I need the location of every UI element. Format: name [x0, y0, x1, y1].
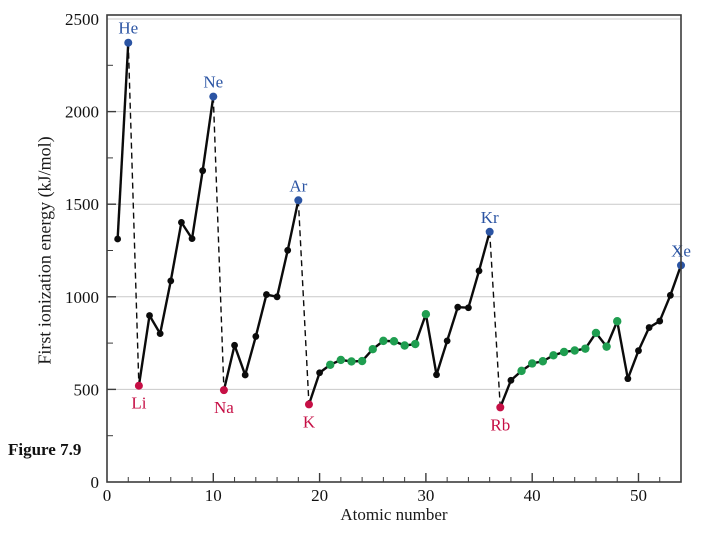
data-point-Mn: [368, 345, 377, 354]
data-point-Sc: [326, 360, 335, 369]
data-point-Nb: [538, 357, 548, 366]
data-point-Ca: [316, 369, 323, 377]
data-point-Be: [146, 312, 153, 319]
axis-ticks: [107, 64, 682, 482]
x-axis-title: Atomic number: [340, 505, 448, 524]
data-point-Mg: [231, 341, 238, 349]
label-K: K: [303, 412, 316, 431]
svg-text:0: 0: [91, 473, 100, 492]
plot-border: [106, 14, 682, 483]
data-point-Ar: [294, 196, 303, 205]
data-point-Tc: [559, 347, 569, 357]
data-point-Ga: [433, 371, 440, 379]
svg-text:1000: 1000: [65, 288, 99, 307]
y-axis-title: First ionization energy (kJ/mol): [34, 136, 55, 365]
svg-text:1500: 1500: [65, 195, 99, 214]
svg-text:40: 40: [524, 486, 541, 505]
data-point-Mo: [549, 351, 558, 360]
data-point-Rb: [496, 403, 505, 412]
data-point-C: [167, 277, 175, 285]
data-point-Ge: [443, 337, 451, 345]
data-point-K: [304, 400, 313, 409]
data-point-N: [178, 218, 185, 226]
svg-text:20: 20: [311, 486, 328, 505]
data-point-Y: [517, 366, 526, 376]
label-He: He: [118, 19, 138, 38]
data-point-Kr: [485, 227, 494, 236]
data-point-Sr: [507, 376, 515, 384]
data-point-Sn: [635, 347, 642, 355]
tick-labels: 0 500 1000 1500 2000 2500 0 10 20 30 40 50: [65, 10, 647, 505]
data-point-F: [199, 167, 207, 175]
svg-text:50: 50: [630, 486, 647, 505]
data-point-He: [124, 38, 133, 47]
svg-text:0: 0: [103, 486, 112, 505]
data-point-Sb: [645, 324, 653, 331]
data-point-Si: [252, 333, 260, 340]
data-point-Pd: [591, 328, 601, 338]
svg-text:2000: 2000: [65, 103, 99, 122]
data-point-As: [454, 303, 462, 311]
figure-caption: Figure 7.9: [8, 440, 82, 459]
data-point-Zn: [421, 310, 431, 319]
data-point-S: [273, 293, 281, 301]
data-point-Rh: [581, 344, 590, 353]
data-point-Cr: [357, 356, 367, 366]
data-point-H: [114, 235, 122, 243]
svg-text:10: 10: [205, 486, 222, 505]
label-Ar: Ar: [289, 176, 307, 195]
data-point-Al: [241, 371, 249, 379]
data-point-Na: [219, 386, 228, 395]
data-point-Cl: [284, 246, 292, 254]
data-point-Li: [134, 381, 143, 390]
label-Kr: Kr: [481, 208, 499, 227]
svg-text:30: 30: [417, 486, 434, 505]
data-point-B: [156, 330, 164, 338]
data-point-Ti: [336, 355, 346, 365]
data-points: [114, 38, 685, 412]
data-point-Co: [389, 337, 399, 346]
data-point-P: [263, 291, 270, 298]
data-point-Se: [465, 304, 472, 312]
data-point-Ne: [209, 92, 218, 101]
svg-text:500: 500: [74, 380, 100, 399]
data-point-Ru: [570, 346, 579, 355]
label-Ne: Ne: [203, 73, 223, 92]
data-point-In: [624, 375, 632, 383]
data-point-Te: [656, 317, 664, 325]
data-point-O: [188, 235, 196, 243]
data-point-Zr: [527, 359, 537, 368]
data-point-Cu: [411, 339, 420, 349]
series-line: [116, 42, 683, 408]
gridlines: [107, 18, 681, 390]
label-Li: Li: [131, 394, 146, 413]
label-Rb: Rb: [490, 415, 510, 434]
data-point-Ni: [400, 341, 409, 350]
data-point-Br: [475, 267, 483, 275]
label-Na: Na: [214, 398, 234, 417]
data-point-Fe: [379, 336, 388, 346]
data-point-V: [347, 357, 356, 366]
data-point-Ag: [602, 342, 611, 351]
data-point-Cd: [613, 317, 622, 326]
data-point-I: [666, 291, 674, 299]
svg-text:2500: 2500: [65, 10, 99, 29]
